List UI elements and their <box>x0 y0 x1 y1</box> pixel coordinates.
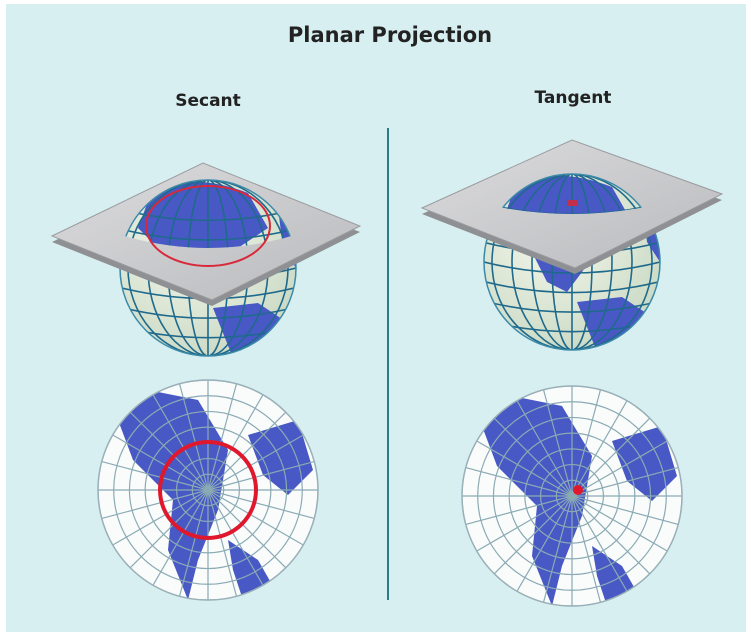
globe-outline <box>119 179 297 248</box>
longitude <box>101 460 209 491</box>
longitude <box>571 495 679 526</box>
longitude <box>207 489 238 597</box>
globe-outline <box>483 173 661 214</box>
longitude <box>511 174 633 350</box>
tangent-point <box>573 485 583 495</box>
longitude <box>476 495 573 552</box>
longitude <box>207 434 304 491</box>
longitude <box>152 489 209 586</box>
panel-label: Tangent <box>535 88 612 108</box>
secant-circle <box>158 440 258 540</box>
latitude <box>484 202 660 214</box>
longitude <box>493 417 573 497</box>
continent <box>502 175 632 214</box>
longitude <box>207 489 315 520</box>
longitude <box>571 417 651 497</box>
longitude <box>101 489 209 520</box>
longitude <box>129 489 209 569</box>
longitude <box>571 495 651 575</box>
longitude <box>531 174 613 350</box>
longitude <box>207 489 264 586</box>
longitude <box>571 440 668 497</box>
longitude <box>178 383 209 491</box>
disc-outline <box>97 379 319 601</box>
secant-circle <box>145 185 271 267</box>
panel-label: Secant <box>175 91 241 111</box>
longitude <box>465 466 573 497</box>
longitude <box>571 466 679 497</box>
longitude <box>476 440 573 497</box>
longitude <box>207 489 287 569</box>
longitude <box>178 489 209 597</box>
longitude <box>207 411 287 491</box>
longitude <box>542 389 573 497</box>
longitude <box>571 495 628 592</box>
longitude <box>207 383 238 491</box>
longitude <box>207 489 304 546</box>
polar-disc <box>98 380 318 600</box>
longitude <box>516 400 573 497</box>
longitude <box>491 174 653 350</box>
longitude <box>152 394 209 491</box>
longitude <box>571 389 602 497</box>
longitude <box>571 400 628 497</box>
longitude <box>112 489 209 546</box>
longitude <box>207 394 264 491</box>
longitude <box>571 495 602 603</box>
longitude <box>516 495 573 592</box>
longitude <box>207 460 315 491</box>
longitude <box>465 495 573 526</box>
tangent-point <box>567 200 577 206</box>
longitude <box>112 434 209 491</box>
longitude <box>129 411 209 491</box>
longitude <box>571 495 668 552</box>
polar-disc <box>462 386 682 606</box>
longitude <box>493 495 573 575</box>
longitude <box>542 495 573 603</box>
title: Planar Projection <box>288 23 492 47</box>
disc-outline <box>461 385 683 607</box>
